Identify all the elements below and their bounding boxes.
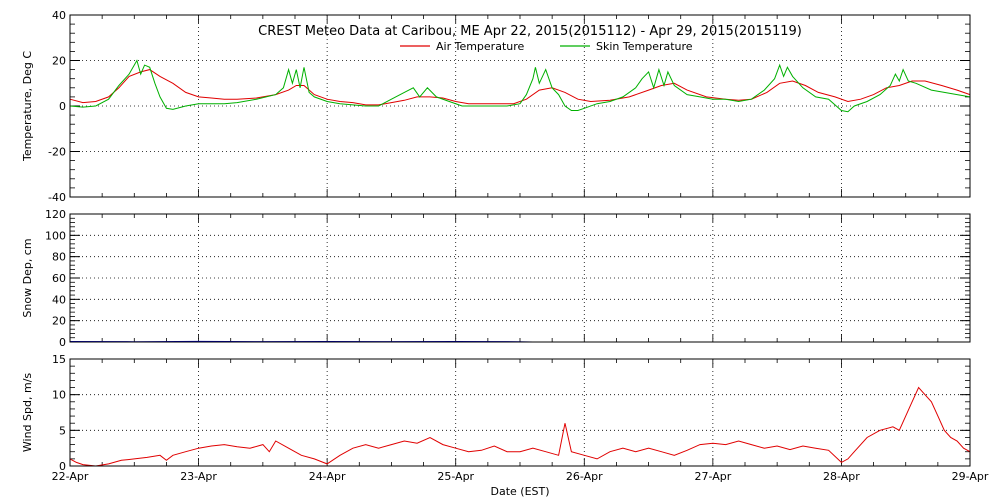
y-tick-label: 0 [59, 460, 66, 473]
y-axis-title: Wind Spd, m/s [21, 373, 34, 453]
y-tick-label: 20 [52, 315, 66, 328]
x-tick-label: 28-Apr [823, 470, 860, 483]
y-tick-label: -20 [48, 146, 66, 159]
x-tick-label: 29-Apr [952, 470, 989, 483]
x-tick-label: 24-Apr [309, 470, 346, 483]
y-tick-label: 120 [45, 208, 66, 221]
y-tick-label: 40 [52, 293, 66, 306]
y-tick-label: 0 [59, 100, 66, 113]
wind-speed-panel: 0 5 10 15 Wind Spd, m/s [21, 353, 971, 473]
temperature-panel: -40 -20 0 20 40 Temperature, Deg C [21, 9, 971, 204]
panel-frame [69, 213, 971, 343]
legend-label: Air Temperature [436, 40, 525, 53]
y-tick-label: 20 [52, 55, 66, 68]
x-tick-label: 25-Apr [437, 470, 474, 483]
skin-temperature-line [69, 59, 971, 113]
y-axis-title: Temperature, Deg C [21, 51, 34, 162]
wind-speed-line [69, 386, 971, 467]
x-axis-tick-labels: 22-Apr 23-Apr 24-Apr 25-Apr 26-Apr 27-Apr 28-A… [52, 470, 989, 483]
y-tick-label: 10 [52, 389, 66, 402]
x-tick-label: 22-Apr [52, 470, 89, 483]
x-tick-label: 26-Apr [566, 470, 603, 483]
y-tick-label: 0 [59, 336, 66, 349]
snow-depth-panel: 0 20 40 60 80 100 120 Snow Dep, cm [21, 208, 971, 349]
legend: Air Temperature Skin Temperature [400, 40, 693, 53]
air-temperature-line [69, 69, 971, 106]
chart-title: CREST Meteo Data at Caribou, ME Apr 22, … [258, 24, 802, 39]
y-tick-label: 60 [52, 272, 66, 285]
panel-frame [69, 358, 971, 467]
x-tick-label: 23-Apr [180, 470, 217, 483]
x-axis-title: Date (EST) [490, 485, 549, 498]
legend-label: Skin Temperature [596, 40, 693, 53]
y-tick-label: 100 [45, 229, 66, 242]
y-axis-title: Snow Dep, cm [21, 238, 34, 317]
y-tick-label: 5 [59, 424, 66, 437]
y-tick-label: 80 [52, 251, 66, 264]
y-tick-label: 40 [52, 9, 66, 22]
panel-frame [69, 14, 971, 198]
x-tick-label: 27-Apr [694, 470, 731, 483]
y-tick-label: 15 [52, 353, 66, 366]
y-tick-label: -40 [48, 191, 66, 204]
